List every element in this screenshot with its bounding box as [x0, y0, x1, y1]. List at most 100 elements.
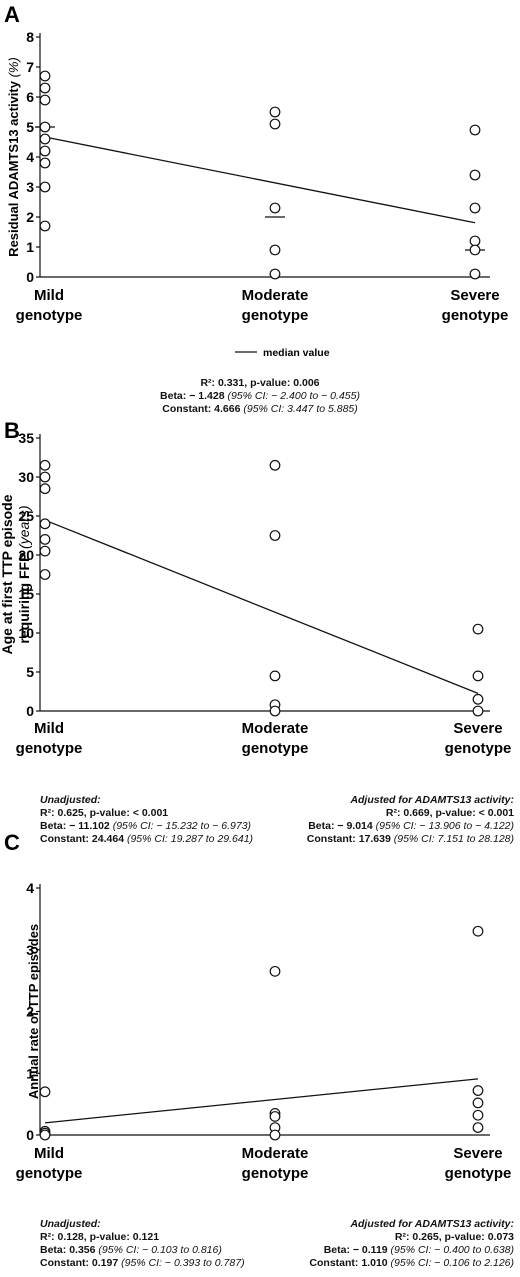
stat-beta: − 11.102	[69, 820, 110, 832]
y-tick-label: 4	[26, 880, 34, 896]
stat-constant: 17.639	[358, 833, 391, 845]
stats-title: Adjusted for ADAMTS13 activity:	[350, 1218, 514, 1230]
data-point	[472, 1109, 484, 1121]
y-axis-label-unit: (%)	[6, 57, 21, 77]
regression-line	[44, 136, 476, 224]
y-tick-label: 5	[26, 664, 34, 680]
x-category-label: genotype	[242, 740, 309, 757]
data-point	[39, 569, 51, 580]
panel-a: A 0 1 2 3 4 5 6 7 8 Residual ADAMTS13 activity (%)…	[0, 0, 520, 420]
data-point	[472, 925, 484, 937]
y-tick-label: 1	[26, 239, 34, 255]
stat-r2-prefix: R²:	[40, 807, 55, 819]
stat-constant-label: Constant:	[40, 1257, 89, 1269]
data-point	[39, 518, 51, 530]
x-category-label: genotype	[16, 1165, 83, 1182]
y-axis-label-line1: Age at first TTP episode	[0, 494, 15, 654]
data-point	[269, 530, 281, 541]
x-category-label: Severe	[453, 720, 502, 737]
stat-beta-ci: (95% CI: − 13.906 to − 4.122)	[375, 820, 514, 832]
data-point	[39, 133, 51, 145]
panel-label: A	[4, 2, 20, 27]
y-tick-label: 0	[26, 269, 34, 285]
data-point	[472, 1122, 484, 1133]
stat-r2-prefix: R²:	[200, 377, 216, 389]
stat-beta-label: Beta:	[160, 390, 187, 402]
stat-p: < 0.001	[132, 807, 169, 819]
data-point	[469, 169, 481, 181]
panel-label: B	[4, 418, 20, 443]
stat-p: 0.073	[487, 1231, 514, 1243]
data-point	[39, 145, 51, 157]
chart-b: B 0 5 10 15 20 25 30 35 Age at first TTP episoder…	[0, 418, 511, 757]
x-category-label: genotype	[16, 740, 83, 757]
stat-p: 0.006	[293, 377, 320, 389]
stat-p: 0.121	[132, 1231, 160, 1243]
x-category-label: Moderate	[242, 720, 309, 737]
data-point	[469, 235, 481, 247]
data-point	[39, 471, 51, 483]
stats-title: Unadjusted:	[40, 1218, 101, 1230]
x-category-label: Severe	[450, 287, 499, 304]
legend-median-label: median value	[263, 347, 330, 359]
chart-c: C 0 1 2 3 4 Annual rate of TTP episodes Mild gen…	[4, 830, 511, 1182]
data-point	[39, 94, 51, 106]
data-point	[39, 483, 51, 495]
data-point	[469, 244, 481, 256]
y-tick-label: 3	[26, 179, 34, 195]
y-tick-label: 30	[18, 469, 34, 485]
y-axis-label-text: Residual ADAMTS13 activity	[6, 77, 21, 256]
data-point	[269, 118, 281, 130]
stat-constant-ci: (95% CI: − 0.393 to 0.787)	[121, 1257, 245, 1269]
data-point	[472, 623, 484, 635]
data-point	[39, 157, 51, 169]
stat-beta-label: Beta:	[40, 820, 67, 832]
stat-beta-label: Beta:	[323, 1244, 350, 1256]
stats-title: Unadjusted:	[40, 794, 101, 806]
y-tick-label: 3	[26, 942, 34, 958]
stat-r2-prefix: R²:	[40, 1231, 55, 1243]
data-point	[269, 268, 281, 280]
data-point	[39, 545, 51, 557]
panel-b: B 0 5 10 15 20 25 30 35 Age at first TTP episoder…	[0, 418, 520, 845]
y-tick-label: 6	[26, 89, 34, 105]
stat-r2: 0.625	[57, 807, 84, 819]
stat-constant-ci: (95% CI: 19.287 to 29.641)	[126, 833, 254, 845]
data-point	[39, 181, 51, 193]
y-tick-label: 1	[26, 1065, 34, 1081]
stat-p-label: , p-value:	[429, 807, 476, 819]
data-point	[39, 459, 51, 471]
data-point	[469, 124, 481, 136]
stat-constant-label: Constant:	[306, 833, 356, 845]
y-tick-label: 20	[18, 547, 34, 563]
data-point	[269, 1111, 281, 1122]
data-point	[39, 533, 51, 545]
x-category-label: genotype	[242, 1165, 309, 1182]
stat-constant-label: Constant:	[309, 1257, 359, 1269]
y-tick-label: 4	[26, 149, 34, 165]
data-point	[472, 693, 484, 705]
regression-line	[44, 519, 479, 694]
data-point	[269, 106, 281, 118]
data-point	[469, 202, 481, 214]
data-point	[269, 244, 281, 256]
stat-p-label: , p-value:	[83, 1231, 130, 1243]
stats-c-adjusted: Adjusted for ADAMTS13 activity: R²: 0.26…	[309, 1218, 514, 1270]
stat-beta-ci: (95% CI: − 0.400 to 0.638)	[390, 1244, 514, 1256]
stat-p-label: , p-value:	[438, 1231, 485, 1243]
panel-c: C 0 1 2 3 4 Annual rate of TTP episodes Mild gen…	[0, 830, 520, 1277]
stat-constant-label: Constant:	[162, 403, 212, 415]
data-point	[269, 670, 281, 682]
stat-constant-label: Constant:	[40, 833, 89, 845]
x-category-label: Moderate	[242, 1145, 309, 1162]
stats-title: Adjusted for ADAMTS13 activity:	[350, 794, 514, 806]
y-tick-label: 35	[18, 430, 34, 446]
data-point	[269, 705, 281, 717]
stat-constant: 1.010	[361, 1257, 388, 1269]
y-axis-label-text: Annual rate of TTP episodes	[26, 924, 41, 1099]
x-category-label: genotype	[442, 307, 509, 324]
x-category-label: Mild	[34, 720, 64, 737]
stat-constant-ci: (95% CI: 3.447 to 5.885)	[243, 403, 358, 415]
data-point	[39, 82, 51, 94]
stat-p-label: , p-value:	[244, 377, 291, 389]
